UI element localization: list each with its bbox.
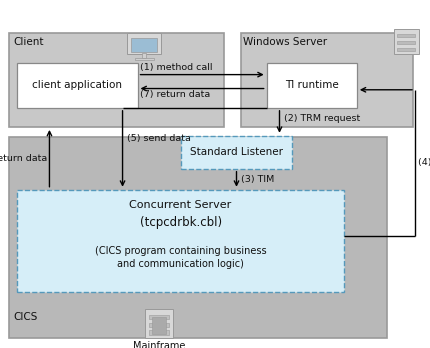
- Text: Windows Server: Windows Server: [243, 37, 327, 47]
- Text: (tcpcdrbk.cbl): (tcpcdrbk.cbl): [140, 216, 221, 229]
- Text: (7) return data: (7) return data: [140, 90, 210, 99]
- Bar: [397, 34, 415, 38]
- Text: CICS: CICS: [13, 312, 37, 322]
- Bar: [128, 33, 161, 54]
- Text: (3) TIM: (3) TIM: [241, 175, 274, 184]
- Text: (2) TRM request: (2) TRM request: [284, 114, 360, 123]
- Text: TI runtime: TI runtime: [285, 80, 339, 90]
- Text: Mainframe: Mainframe: [133, 341, 185, 348]
- Text: (6) return data: (6) return data: [0, 154, 47, 163]
- Bar: [9, 137, 387, 338]
- Bar: [17, 190, 344, 292]
- Bar: [394, 29, 419, 54]
- Bar: [17, 63, 138, 108]
- Text: client application: client application: [32, 80, 123, 90]
- Text: Client: Client: [13, 37, 43, 47]
- Bar: [152, 317, 166, 334]
- Bar: [149, 323, 169, 327]
- Text: (1) method call: (1) method call: [140, 63, 212, 72]
- Bar: [267, 63, 357, 108]
- Text: Concurrent Server: Concurrent Server: [129, 200, 232, 210]
- Bar: [397, 41, 415, 44]
- Text: (5) send data: (5) send data: [127, 134, 191, 143]
- Bar: [397, 48, 415, 51]
- Bar: [181, 136, 292, 169]
- Text: (CICS program containing business: (CICS program containing business: [95, 246, 267, 255]
- Bar: [9, 33, 224, 127]
- Bar: [149, 331, 169, 335]
- Text: (4) TRM reply: (4) TRM reply: [418, 158, 430, 167]
- Bar: [135, 57, 154, 60]
- Bar: [145, 309, 173, 338]
- Text: and communication logic): and communication logic): [117, 260, 244, 269]
- Bar: [241, 33, 413, 127]
- Bar: [131, 38, 157, 52]
- Bar: [142, 53, 146, 58]
- Bar: [149, 315, 169, 319]
- Text: Standard Listener: Standard Listener: [190, 147, 283, 157]
